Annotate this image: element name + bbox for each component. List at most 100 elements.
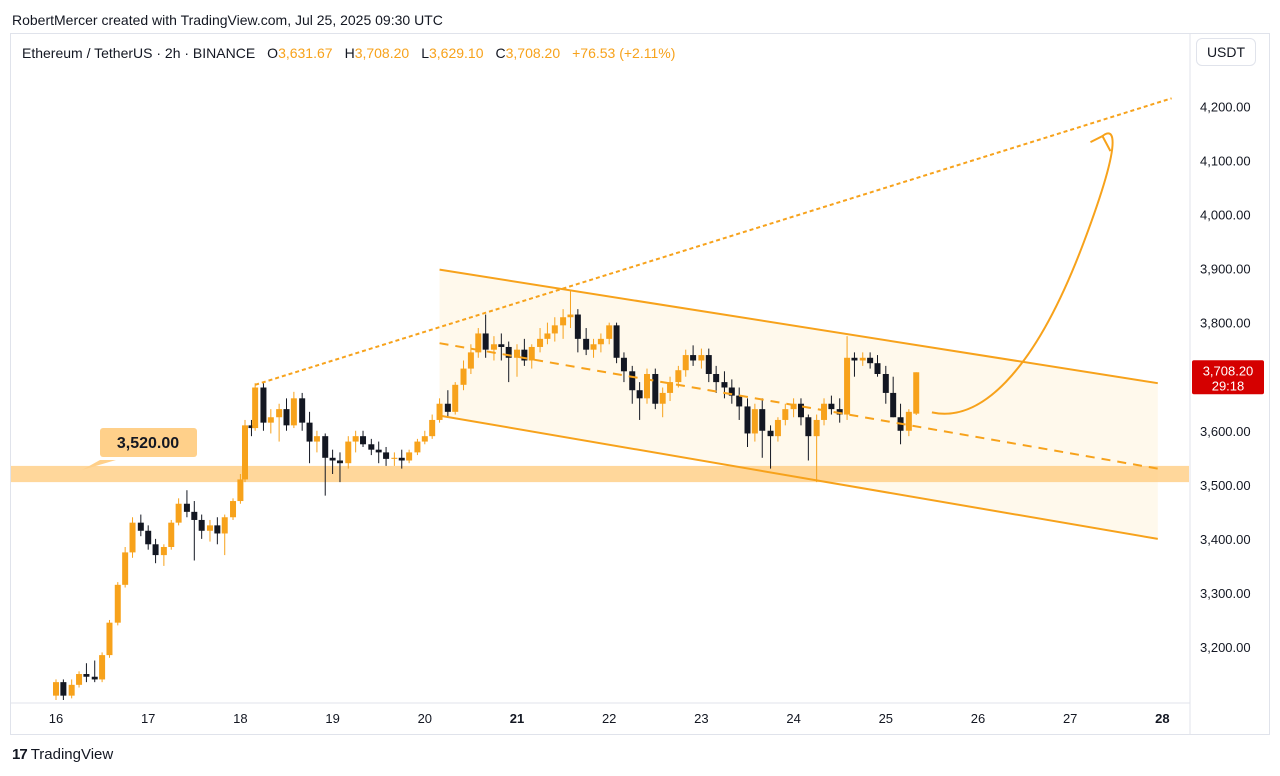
candle[interactable] — [744, 398, 751, 447]
candle[interactable] — [690, 345, 697, 366]
candle[interactable] — [329, 449, 336, 475]
candle[interactable] — [682, 349, 689, 377]
candle[interactable] — [551, 317, 558, 342]
candle[interactable] — [76, 671, 83, 688]
candle[interactable] — [114, 582, 121, 626]
candle[interactable] — [260, 383, 267, 431]
candle[interactable] — [528, 344, 535, 369]
candle[interactable] — [583, 328, 590, 356]
candle[interactable] — [629, 365, 636, 404]
candle[interactable] — [106, 619, 113, 658]
candle[interactable] — [252, 383, 259, 431]
candle[interactable] — [306, 411, 313, 464]
candle[interactable] — [53, 679, 59, 703]
candle[interactable] — [360, 430, 367, 447]
candle[interactable] — [751, 403, 758, 442]
candle[interactable] — [597, 333, 604, 353]
candle[interactable] — [406, 449, 413, 464]
candle[interactable] — [890, 376, 897, 418]
candle[interactable] — [91, 660, 98, 683]
candle[interactable] — [444, 390, 451, 418]
candle[interactable] — [836, 398, 843, 423]
candle[interactable] — [782, 403, 789, 426]
candle[interactable] — [844, 336, 851, 420]
candle[interactable] — [505, 341, 512, 383]
candle[interactable] — [221, 514, 228, 556]
candle[interactable] — [767, 425, 774, 469]
candle[interactable] — [391, 452, 398, 466]
candle[interactable] — [214, 517, 221, 545]
candle[interactable] — [137, 514, 144, 537]
candle[interactable] — [421, 430, 428, 445]
candle[interactable] — [560, 309, 567, 339]
candle[interactable] — [867, 352, 874, 369]
candle[interactable] — [537, 328, 544, 353]
candle[interactable] — [813, 414, 820, 483]
candle[interactable] — [129, 517, 136, 558]
candle[interactable] — [198, 514, 205, 539]
channel-upper-line[interactable] — [439, 268, 1158, 385]
candle[interactable] — [313, 430, 320, 453]
candle[interactable] — [882, 365, 889, 404]
level-callout[interactable]: 3,520.00 — [82, 428, 197, 471]
support-zone[interactable] — [11, 465, 1190, 483]
candle[interactable] — [368, 438, 375, 456]
tradingview-branding[interactable]: 17 TradingView — [12, 746, 113, 763]
candle[interactable] — [606, 322, 613, 345]
candle[interactable] — [613, 322, 620, 364]
candle[interactable] — [797, 398, 804, 426]
candle[interactable] — [248, 419, 255, 437]
candle[interactable] — [230, 498, 237, 520]
candle[interactable] — [175, 498, 182, 526]
candle[interactable] — [436, 398, 443, 423]
candle[interactable] — [336, 452, 343, 483]
symbol-name[interactable]: Ethereum / TetherUS · 2h · BINANCE — [22, 45, 256, 61]
currency-button[interactable]: USDT — [1196, 38, 1256, 66]
candle[interactable] — [659, 387, 666, 418]
candle[interactable] — [821, 398, 828, 426]
candle[interactable] — [828, 395, 835, 415]
candle[interactable] — [482, 314, 489, 358]
candle[interactable] — [267, 409, 274, 434]
candle[interactable] — [242, 419, 249, 483]
candle[interactable] — [68, 679, 75, 699]
candle[interactable] — [574, 309, 581, 353]
candle[interactable] — [652, 368, 659, 410]
candle[interactable] — [460, 360, 467, 391]
candle[interactable] — [152, 538, 159, 564]
candle[interactable] — [774, 417, 781, 442]
candle[interactable] — [322, 433, 329, 496]
candle[interactable] — [805, 414, 812, 461]
candle[interactable] — [352, 430, 359, 453]
candle[interactable] — [874, 355, 881, 377]
candle[interactable] — [728, 379, 735, 404]
candle[interactable] — [713, 365, 720, 393]
candle[interactable] — [698, 348, 705, 369]
candle[interactable] — [99, 652, 106, 683]
candle[interactable] — [290, 391, 297, 429]
candle[interactable] — [790, 398, 797, 418]
candle[interactable] — [490, 336, 497, 361]
candle[interactable] — [567, 290, 574, 329]
candle[interactable] — [283, 398, 290, 431]
candle[interactable] — [620, 352, 627, 383]
candle[interactable] — [851, 352, 858, 377]
candle[interactable] — [859, 352, 866, 366]
candle[interactable] — [191, 501, 198, 561]
candle[interactable] — [206, 519, 213, 542]
candle[interactable] — [383, 446, 390, 466]
candle[interactable] — [913, 372, 920, 416]
projection-arrow[interactable] — [931, 132, 1114, 415]
candle[interactable] — [145, 525, 152, 550]
candle[interactable] — [905, 409, 912, 437]
candle[interactable] — [759, 398, 766, 458]
candle[interactable] — [544, 322, 551, 345]
candle[interactable] — [160, 544, 167, 566]
candle[interactable] — [514, 344, 520, 377]
candle[interactable] — [276, 403, 283, 442]
candle[interactable] — [636, 382, 643, 420]
candle[interactable] — [299, 392, 306, 431]
candle[interactable] — [467, 344, 474, 374]
candle[interactable] — [414, 438, 421, 456]
